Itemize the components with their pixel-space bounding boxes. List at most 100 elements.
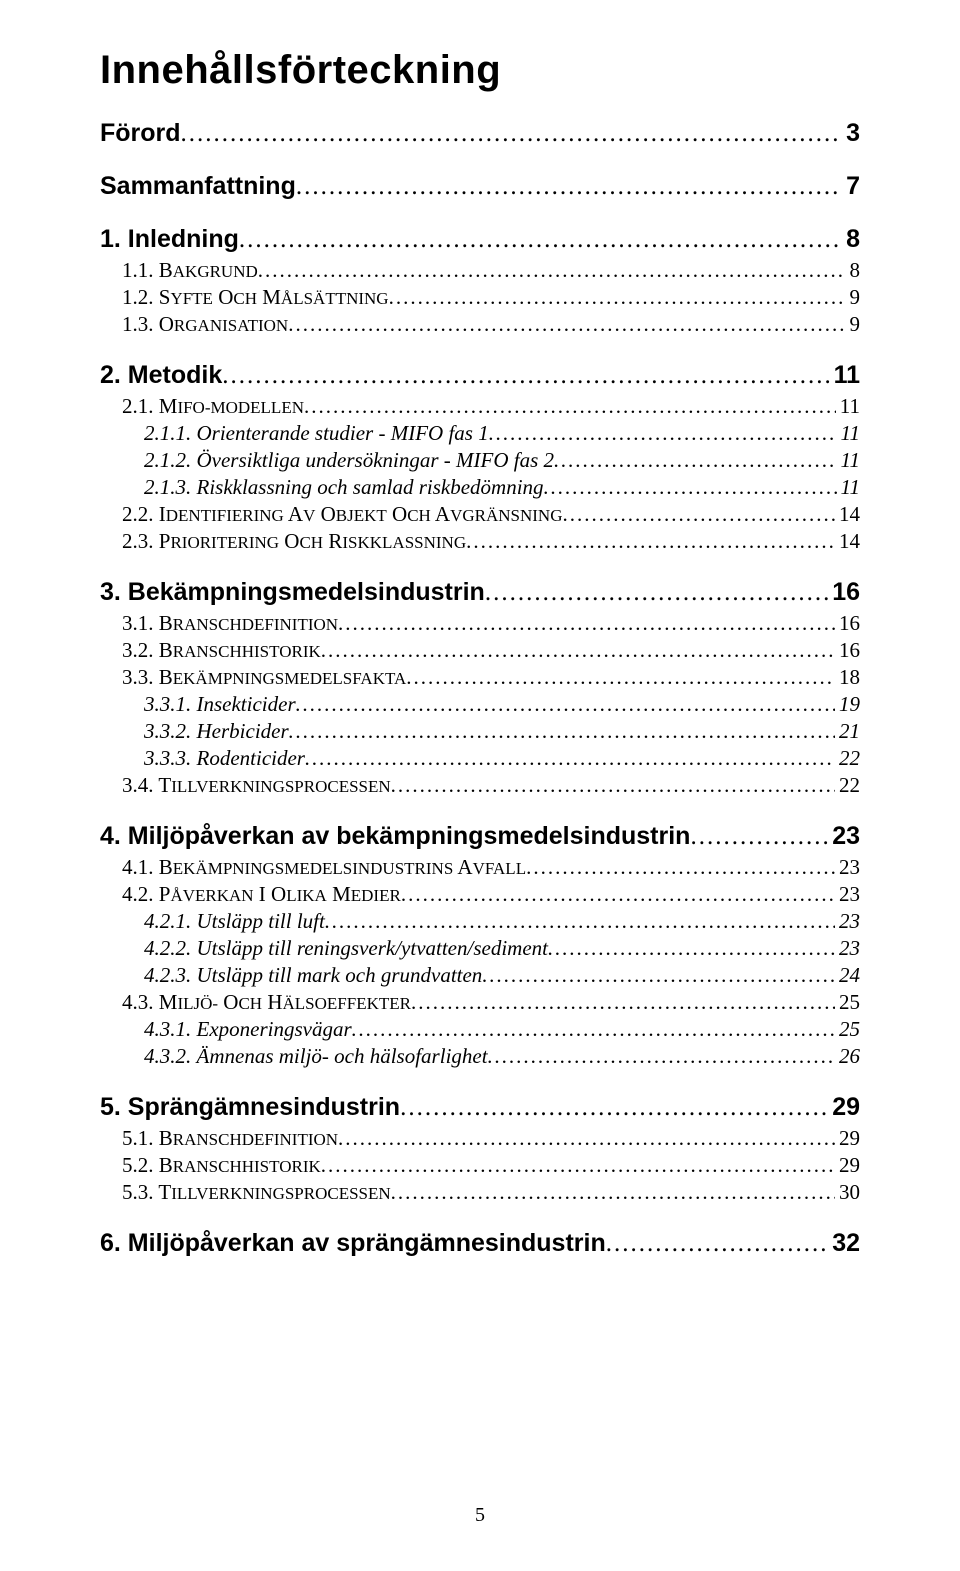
toc-entry: 3.1. BRANSCHDEFINITION 16 [100, 611, 860, 636]
toc-entry-page: 25 [835, 990, 860, 1015]
toc-entry-page: 16 [835, 611, 860, 636]
toc-entry-page: 23 [835, 882, 860, 907]
toc-entry-label: 4.2. PÅVERKAN I OLIKA MEDIER [122, 882, 401, 907]
toc-entry-label: 4.2.3. Utsläpp till mark och grundvatten [144, 963, 482, 988]
toc-entry: 1.3. ORGANISATION 9 [100, 312, 860, 337]
toc-leader-dots [406, 665, 835, 690]
toc-entry: 3. Bekämpningsmedelsindustrin 16 [100, 578, 860, 607]
toc-leader-dots [338, 611, 835, 636]
toc-entry: 4.3.1. Exponeringsvägar 25 [100, 1017, 860, 1042]
toc-entry-page: 21 [835, 719, 860, 744]
toc-entry-page: 23 [835, 855, 860, 880]
toc-entry-label: 4. Miljöpåverkan av bekämpningsmedelsind… [100, 822, 690, 851]
toc-entry-page: 23 [828, 822, 860, 851]
toc-entry: Sammanfattning 7 [100, 172, 860, 201]
toc-entry: 2.1.2. Översiktliga undersökningar - MIF… [100, 448, 860, 473]
toc-entry-page: 22 [835, 773, 860, 798]
toc-entry: 2. Metodik 11 [100, 361, 860, 390]
toc-leader-dots [544, 475, 837, 500]
toc-leader-dots [222, 362, 829, 390]
toc-leader-dots [526, 855, 835, 880]
toc-leader-dots [296, 692, 835, 717]
toc-leader-dots [401, 882, 835, 907]
toc-leader-dots [305, 746, 835, 771]
toc-entry-page: 22 [835, 746, 860, 771]
toc-entry-label: 4.3.2. Ämnenas miljö- och hälsofarlighet [144, 1044, 488, 1069]
toc-entry-label: 3.3. BEKÄMPNINGSMEDELSFAKTA [122, 665, 406, 690]
toc-entry-label: 2.1.1. Orienterande studier - MIFO fas 1 [144, 421, 489, 446]
toc-entry-page: 3 [842, 119, 860, 148]
toc-entry-page: 7 [842, 172, 860, 201]
toc-leader-dots [389, 285, 846, 310]
toc-leader-dots [606, 1230, 828, 1258]
toc-entry-label: 3.3.3. Rodenticider [144, 746, 305, 771]
toc-entry-label: 4.2.2. Utsläpp till reningsverk/ytvatten… [144, 936, 548, 961]
toc-leader-dots [554, 448, 837, 473]
toc-entry-page: 32 [828, 1229, 860, 1258]
toc-entry-page: 25 [835, 1017, 860, 1042]
toc-entry: 1.1. BAKGRUND 8 [100, 258, 860, 283]
toc-entry-page: 29 [828, 1093, 860, 1122]
toc-leader-dots [690, 823, 828, 851]
toc-entry-page: 24 [835, 963, 860, 988]
toc-entry-label: 4.3.1. Exponeringsvägar [144, 1017, 352, 1042]
toc-entry: 2.1.1. Orienterande studier - MIFO fas 1… [100, 421, 860, 446]
toc-entry-label: 5.3. TILLVERKNINGSPROCESSEN [122, 1180, 391, 1205]
toc-entry: 2.1.3. Riskklassning och samlad riskbedö… [100, 475, 860, 500]
toc-entry: 5.3. TILLVERKNINGSPROCESSEN 30 [100, 1180, 860, 1205]
toc-leader-dots [466, 529, 835, 554]
toc-entry-page: 16 [828, 578, 860, 607]
toc-entry-label: 4.2.1. Utsläpp till luft [144, 909, 325, 934]
toc-entry: 3.3.3. Rodenticider 22 [100, 746, 860, 771]
toc-entry-page: 18 [835, 665, 860, 690]
toc-entry-label: 1.2. SYFTE OCH MÅLSÄTTNING [122, 285, 389, 310]
toc-leader-dots [391, 773, 835, 798]
toc-leader-dots [562, 502, 835, 527]
toc-entry: 3.3. BEKÄMPNINGSMEDELSFAKTA 18 [100, 665, 860, 690]
toc-entry: 5. Sprängämnesindustrin 29 [100, 1093, 860, 1122]
toc-entry-label: 3.3.1. Insekticider [144, 692, 296, 717]
toc-entry-page: 29 [835, 1126, 860, 1151]
toc-entry-label: 5.2. BRANSCHHISTORIK [122, 1153, 321, 1178]
toc-entry-page: 23 [835, 936, 860, 961]
toc-entry-label: 1. Inledning [100, 225, 239, 254]
toc-entry-label: 1.3. ORGANISATION [122, 312, 288, 337]
toc-entry: 4.2.3. Utsläpp till mark och grundvatten… [100, 963, 860, 988]
toc-entry-page: 11 [830, 361, 860, 390]
toc-entry-label: 5.1. BRANSCHDEFINITION [122, 1126, 338, 1151]
toc-entry: 3.2. BRANSCHHISTORIK 16 [100, 638, 860, 663]
toc-entry-page: 11 [836, 394, 860, 419]
toc-leader-dots [489, 421, 837, 446]
toc-entry-page: 11 [837, 421, 860, 446]
toc-entry-label: 3.2. BRANSCHHISTORIK [122, 638, 321, 663]
toc-entry: 3.3.2. Herbicider 21 [100, 719, 860, 744]
toc-entry: 4. Miljöpåverkan av bekämpningsmedelsind… [100, 822, 860, 851]
toc-entry-page: 14 [835, 529, 860, 554]
toc-entry-page: 30 [835, 1180, 860, 1205]
toc-entry: 4.2.1. Utsläpp till luft 23 [100, 909, 860, 934]
toc-entry-label: 3.3.2. Herbicider [144, 719, 289, 744]
toc-entry: 2.1. MIFO-MODELLEN 11 [100, 394, 860, 419]
toc-entry-label: 2.1.3. Riskklassning och samlad riskbedö… [144, 475, 544, 500]
toc-leader-dots [325, 909, 835, 934]
toc-entry-label: 6. Miljöpåverkan av sprängämnesindustrin [100, 1229, 606, 1258]
toc-entry: 5.2. BRANSCHHISTORIK 29 [100, 1153, 860, 1178]
toc-entry-label: 2.1. MIFO-MODELLEN [122, 394, 304, 419]
toc-entry-label: 5. Sprängämnesindustrin [100, 1093, 400, 1122]
toc-leader-dots [488, 1044, 835, 1069]
toc-leader-dots [258, 258, 846, 283]
toc-entry: 4.2.2. Utsläpp till reningsverk/ytvatten… [100, 936, 860, 961]
toc-entry-page: 9 [846, 285, 861, 310]
toc-leader-dots [548, 936, 835, 961]
toc-leader-dots [321, 1153, 835, 1178]
toc-entry: 2.2. IDENTIFIERING AV OBJEKT OCH AVGRÄNS… [100, 502, 860, 527]
toc-leader-dots [304, 394, 836, 419]
toc-entry-page: 14 [835, 502, 860, 527]
toc-entry-page: 9 [846, 312, 861, 337]
toc-leader-dots [482, 963, 835, 988]
toc-entry-label: 4.1. BEKÄMPNINGSMEDELSINDUSTRINS AVFALL [122, 855, 526, 880]
toc-leader-dots [352, 1017, 835, 1042]
toc-entry-page: 19 [835, 692, 860, 717]
toc-entry-label: Sammanfattning [100, 172, 296, 201]
toc-leader-dots [181, 120, 843, 148]
